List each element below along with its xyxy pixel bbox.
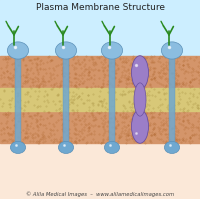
Bar — [0, 56, 200, 88]
Bar — [0, 111, 200, 143]
Bar — [109, 56, 115, 143]
Ellipse shape — [55, 42, 77, 59]
Text: © Alila Medical Images  –  www.alilamedicalimages.com: © Alila Medical Images – www.alilamedica… — [26, 192, 174, 197]
Ellipse shape — [164, 141, 180, 153]
Ellipse shape — [7, 42, 29, 59]
Bar — [63, 56, 69, 143]
Ellipse shape — [101, 42, 123, 59]
Ellipse shape — [10, 141, 26, 153]
Text: Plasma Membrane Structure: Plasma Membrane Structure — [36, 3, 164, 12]
Ellipse shape — [132, 110, 148, 143]
Bar — [15, 56, 21, 143]
Ellipse shape — [161, 42, 183, 59]
Bar — [0, 88, 200, 111]
Bar — [0, 143, 200, 199]
Ellipse shape — [58, 141, 74, 153]
Ellipse shape — [134, 83, 146, 116]
Ellipse shape — [104, 141, 120, 153]
Bar — [0, 0, 200, 56]
Bar — [169, 56, 175, 143]
Ellipse shape — [132, 56, 148, 89]
